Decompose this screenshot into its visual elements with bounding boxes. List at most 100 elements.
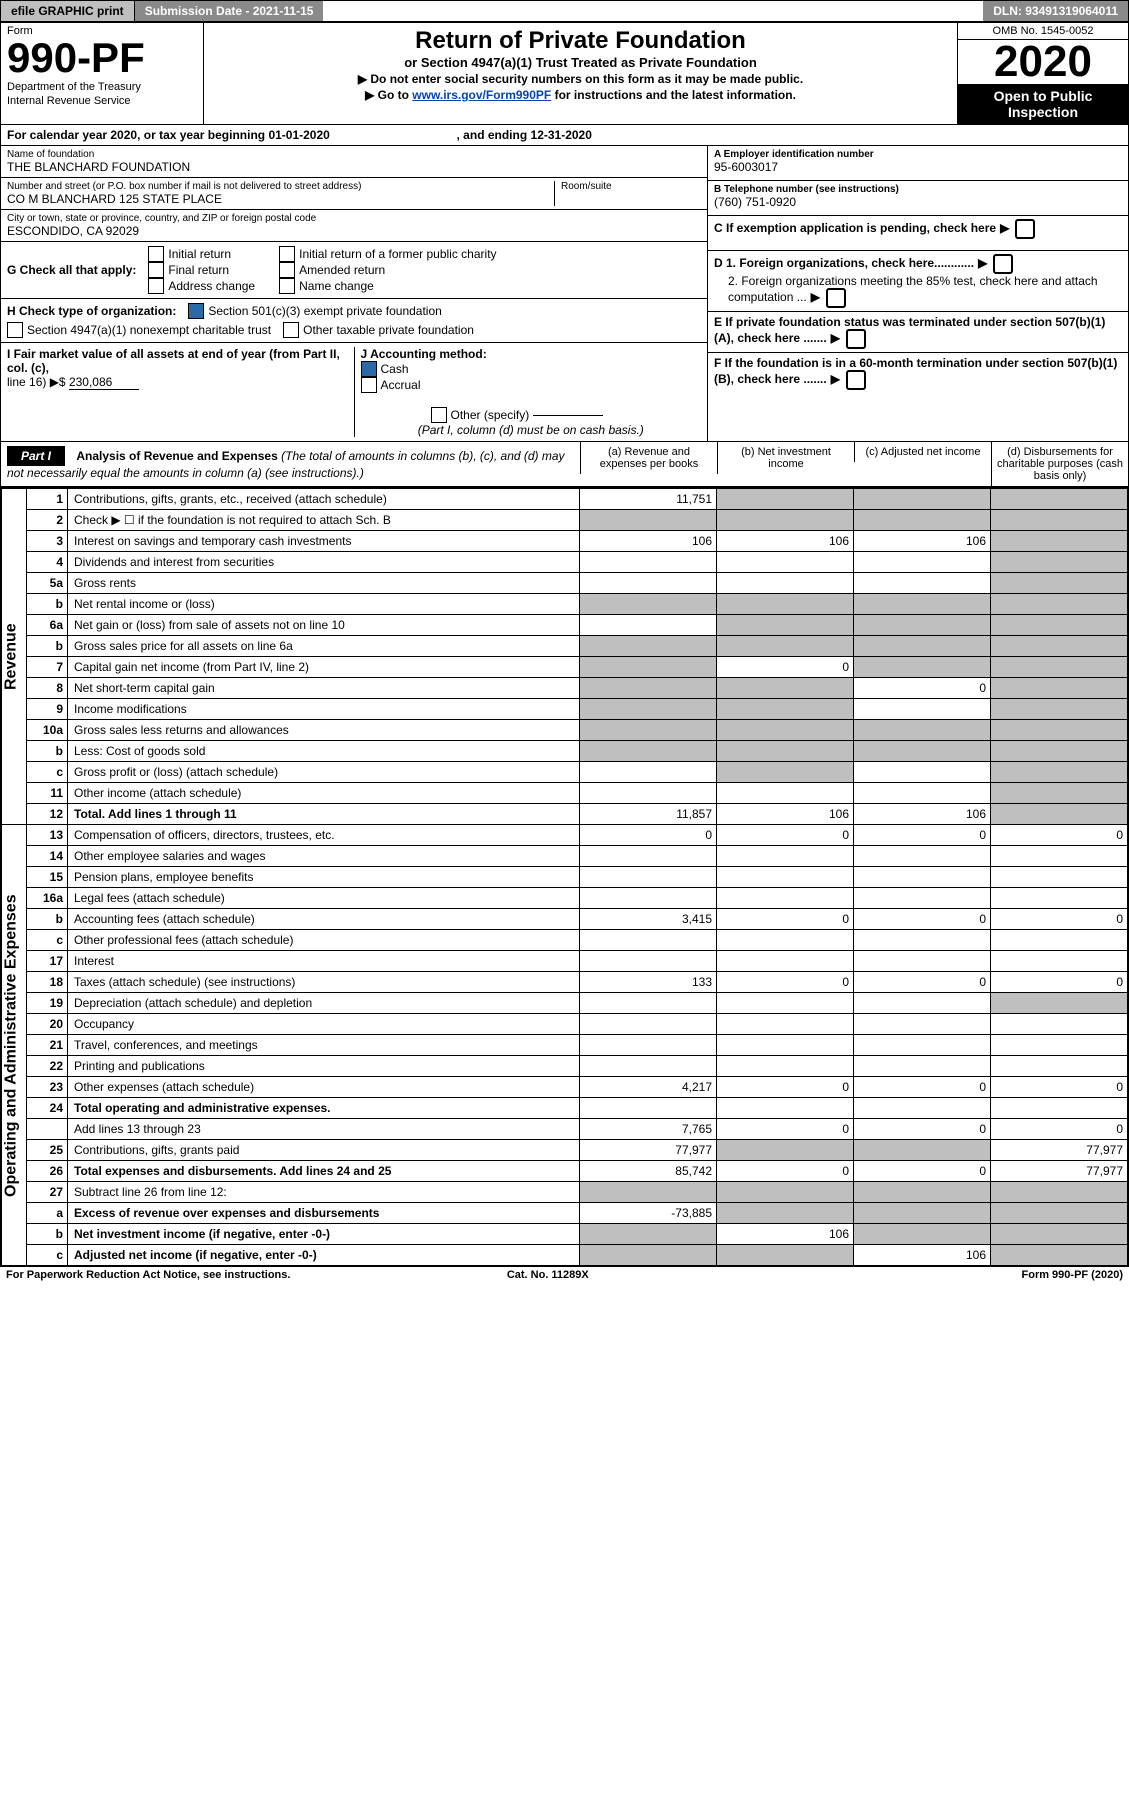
dept-treasury: Department of the Treasury <box>7 81 197 93</box>
checkbox-cash[interactable] <box>361 361 377 377</box>
checkbox-g[interactable] <box>148 262 164 278</box>
row-label: Net investment income (if negative, ente… <box>68 1224 580 1245</box>
cell-b <box>717 1035 854 1056</box>
row-num: c <box>27 762 68 783</box>
row-label: Net gain or (loss) from sale of assets n… <box>68 615 580 636</box>
col-d-hdr: (d) Disbursements for charitable purpose… <box>991 442 1128 486</box>
cell-b <box>717 552 854 573</box>
row-label: Add lines 13 through 23 <box>68 1119 580 1140</box>
cell-a <box>580 678 717 699</box>
row-label: Legal fees (attach schedule) <box>68 888 580 909</box>
efile-print-button[interactable]: efile GRAPHIC print <box>1 1 135 21</box>
checkbox-4947[interactable] <box>7 322 23 338</box>
row-label: Travel, conferences, and meetings <box>68 1035 580 1056</box>
h-label: H Check type of organization: <box>7 304 176 318</box>
checkbox-g[interactable] <box>279 262 295 278</box>
cell-d <box>991 846 1128 867</box>
cell-c: 0 <box>854 1161 991 1182</box>
checkbox-c[interactable] <box>1015 219 1035 239</box>
cell-c <box>854 1140 991 1161</box>
g-opt: Final return <box>168 263 229 277</box>
cell-b: 0 <box>717 972 854 993</box>
row-label: Income modifications <box>68 699 580 720</box>
cell-d <box>991 1035 1128 1056</box>
cell-a <box>580 1056 717 1077</box>
cell-d <box>991 573 1128 594</box>
e-text: E If private foundation status was termi… <box>714 315 1105 345</box>
checkbox-g[interactable] <box>279 278 295 294</box>
cell-a <box>580 1035 717 1056</box>
row-num: c <box>27 930 68 951</box>
cell-c: 0 <box>854 972 991 993</box>
foundation-name: THE BLANCHARD FOUNDATION <box>7 160 701 174</box>
table-row: 21Travel, conferences, and meetings <box>2 1035 1128 1056</box>
side-label-expenses: Operating and Administrative Expenses <box>2 825 27 1266</box>
cell-b <box>717 1014 854 1035</box>
table-row: 3Interest on savings and temporary cash … <box>2 531 1128 552</box>
fmv-amount: 230,086 <box>69 375 139 390</box>
checkbox-g[interactable] <box>279 246 295 262</box>
cell-c <box>854 888 991 909</box>
cell-a <box>580 636 717 657</box>
c-text: C If exemption application is pending, c… <box>714 221 996 235</box>
cell-a <box>580 699 717 720</box>
cell-a <box>580 951 717 972</box>
submission-date: Submission Date - 2021-11-15 <box>135 1 324 21</box>
row-label: Excess of revenue over expenses and disb… <box>68 1203 580 1224</box>
table-row: 17Interest <box>2 951 1128 972</box>
table-row: 4Dividends and interest from securities <box>2 552 1128 573</box>
cell-c <box>854 594 991 615</box>
form-number: 990-PF <box>7 37 197 79</box>
cell-d: 0 <box>991 1119 1128 1140</box>
cell-b <box>717 846 854 867</box>
checkbox-other-tax[interactable] <box>283 322 299 338</box>
row-num: 27 <box>27 1182 68 1203</box>
checkbox-g[interactable] <box>148 278 164 294</box>
checkbox-other-acct[interactable] <box>431 407 447 423</box>
cell-a: 3,415 <box>580 909 717 930</box>
g-opt: Initial return of a former public charit… <box>299 247 496 261</box>
row-num: 23 <box>27 1077 68 1098</box>
top-bar: efile GRAPHIC print Submission Date - 20… <box>0 0 1129 22</box>
row-label: Subtract line 26 from line 12: <box>68 1182 580 1203</box>
cell-d: 0 <box>991 909 1128 930</box>
cell-c <box>854 1182 991 1203</box>
table-row: 2Check ▶ ☐ if the foundation is not requ… <box>2 510 1128 531</box>
cell-c <box>854 846 991 867</box>
checkbox-g[interactable] <box>148 246 164 262</box>
cell-d <box>991 783 1128 804</box>
cell-a: 106 <box>580 531 717 552</box>
checkbox-501c3[interactable] <box>188 303 204 319</box>
row-label: Adjusted net income (if negative, enter … <box>68 1245 580 1266</box>
row-num: 24 <box>27 1098 68 1119</box>
cell-d <box>991 804 1128 825</box>
row-num: 10a <box>27 720 68 741</box>
checkbox-e[interactable] <box>846 329 866 349</box>
table-row: 14Other employee salaries and wages <box>2 846 1128 867</box>
cell-a <box>580 594 717 615</box>
cell-a <box>580 1014 717 1035</box>
row-num <box>27 1119 68 1140</box>
cell-b <box>717 993 854 1014</box>
cell-b <box>717 1245 854 1266</box>
checkbox-d1[interactable] <box>993 254 1013 274</box>
section-ij: I Fair market value of all assets at end… <box>1 343 707 441</box>
footer-right: Form 990-PF (2020) <box>1022 1269 1123 1281</box>
cell-c <box>854 783 991 804</box>
irs-link[interactable]: www.irs.gov/Form990PF <box>412 88 551 102</box>
cell-b <box>717 573 854 594</box>
cell-b <box>717 510 854 531</box>
cell-a <box>580 1182 717 1203</box>
checkbox-d2[interactable] <box>826 288 846 308</box>
open-to-public: Open to Public Inspection <box>958 84 1128 124</box>
row-label: Gross sales less returns and allowances <box>68 720 580 741</box>
foundation-city: ESCONDIDO, CA 92029 <box>7 224 701 238</box>
table-row: 25Contributions, gifts, grants paid77,97… <box>2 1140 1128 1161</box>
checkbox-f[interactable] <box>846 370 866 390</box>
checkbox-accrual[interactable] <box>361 377 377 393</box>
identity-block: Name of foundation THE BLANCHARD FOUNDAT… <box>1 146 1128 441</box>
irs-label: Internal Revenue Service <box>7 95 197 107</box>
g-label: G Check all that apply: <box>7 263 136 277</box>
table-row: Revenue1Contributions, gifts, grants, et… <box>2 489 1128 510</box>
cell-d <box>991 993 1128 1014</box>
